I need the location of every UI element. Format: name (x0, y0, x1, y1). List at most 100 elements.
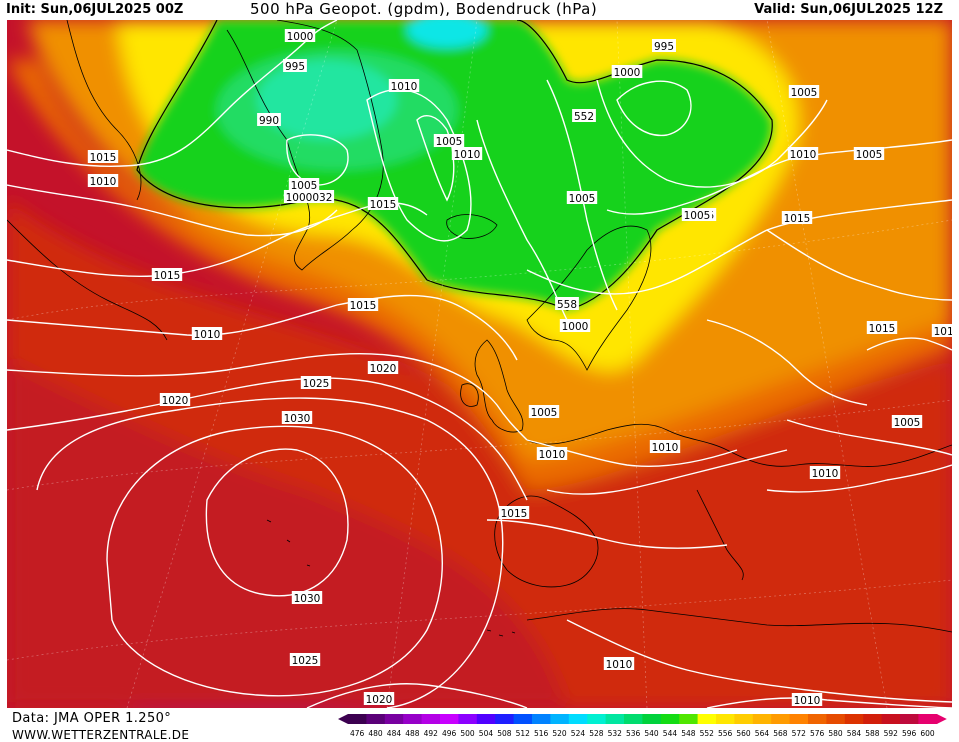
isobar-label-box (891, 415, 923, 428)
isobar-label-text: 1005 (531, 407, 558, 419)
scale-label: 512 (516, 729, 531, 738)
isobar-label: 1015 (866, 321, 898, 335)
scale-label: 580 (828, 729, 843, 738)
scale-label: 596 (902, 729, 917, 738)
scale-swatch (495, 714, 515, 724)
scale-label: 500 (460, 729, 475, 738)
scale-label: 524 (571, 729, 586, 738)
isobar-label: 1020 (367, 361, 399, 375)
isobar-label-box (367, 361, 399, 374)
isobar-label-text: 1020 (370, 363, 397, 375)
scale-swatch (771, 714, 791, 724)
isobar-label: 1010 (451, 147, 483, 161)
isobar-label-box (87, 174, 119, 187)
isobar-label-box (367, 197, 399, 210)
isobar-label-box (787, 147, 819, 160)
isobar-label-text: 1010 (454, 149, 481, 161)
scale-label: 488 (405, 729, 420, 738)
isobar-label-box (611, 65, 643, 78)
scale-swatch (587, 714, 607, 724)
scale-label: 536 (626, 729, 641, 738)
isobar-label-box (347, 298, 379, 311)
isobar-label-text: 1010 (90, 176, 117, 188)
scale-swatch (697, 714, 717, 724)
isobar-label-text: 1005 (569, 193, 596, 205)
isobar-label-box (283, 59, 307, 72)
scale-swatch (808, 714, 827, 724)
isobar-label: 1005 (681, 208, 713, 222)
isobar-label-text: 1005 (436, 136, 463, 148)
isobar-label-box (853, 147, 885, 160)
color-scale-bar: 476 480 484 488 492 496 500 504 508 512 516 520 524 5… (338, 714, 947, 738)
isobar-label-text: 1010 (194, 329, 221, 341)
isobar-label-text: 1010 (606, 659, 633, 671)
weather-map-canvas: 1000995100099599010101005100510105521000… (7, 20, 952, 708)
scale-label: 552 (700, 729, 715, 738)
scale-label: 480 (368, 729, 383, 738)
isobar-label-text: 1025 (292, 655, 319, 667)
isobar-label-text: 1015 (154, 270, 181, 282)
isobar-label-box (528, 405, 560, 418)
scale-label: 568 (773, 729, 788, 738)
isobar-label: 1000032 (283, 190, 335, 204)
isobar-label-text: 1025 (303, 378, 330, 390)
scale-swatch (440, 714, 459, 724)
isobar-label: 1010 (603, 657, 635, 671)
scale-labels: 476 480 484 488 492 496 500 504 508 512 516 520 524 5… (350, 729, 935, 738)
isobar-label-text: 1000 (287, 31, 314, 43)
scale-swatch (421, 714, 441, 724)
scale-label: 556 (718, 729, 733, 738)
scale-label: 564 (755, 729, 770, 738)
isobar-label-text: 990 (259, 115, 279, 127)
map-header: Init: Sun,06JUL2025 00Z 500 hPa Geopot. … (0, 0, 959, 20)
isobar-label-box (284, 29, 316, 42)
scale-label: 476 (350, 729, 365, 738)
scale-label: 560 (736, 729, 751, 738)
isobar-label-text: 1005 (791, 87, 818, 99)
isobar-label: 1010 (87, 174, 119, 188)
isobar-label-box (555, 297, 579, 310)
isobar-labels: 1000995100099599010101005100510105521000… (87, 29, 952, 707)
isobars (7, 20, 952, 708)
scale-swatch (752, 714, 772, 724)
isobar-label-text: 995 (285, 61, 305, 73)
isobar-label: 990 (257, 113, 281, 127)
isobar-label-text: 1010 (790, 149, 817, 161)
isobar-label: 1005 (288, 178, 320, 192)
isobar-label: 1015 (87, 150, 119, 164)
scale-label: 588 (865, 729, 880, 738)
isobar-label-text: 1030 (294, 593, 321, 605)
scale-label: 528 (589, 729, 604, 738)
isobar-label-text: 1010 (539, 449, 566, 461)
isobar-label: 1010 (787, 147, 819, 161)
isobar-label-text: 1000 (614, 67, 641, 79)
isobar-label: 1000 (611, 65, 643, 79)
scale-label: 548 (681, 729, 696, 738)
isobar-label: 1005 (853, 147, 885, 161)
scale-label: 504 (479, 729, 494, 738)
isobar-label: 1005 (566, 191, 598, 205)
isobar-label-box (87, 150, 119, 163)
scale-swatch (679, 714, 699, 724)
isobar-label-box (433, 134, 465, 147)
valid-time: Valid: Sun,06JUL2025 12Z (754, 2, 943, 17)
isobar-label: 1025 (300, 376, 332, 390)
isobar-label-box (931, 324, 952, 337)
isobar-label: 1000 (559, 319, 591, 333)
isobar-label-box (498, 506, 530, 519)
scale-swatch (348, 714, 367, 724)
isobar-label: 552 (572, 109, 596, 123)
isobar-label-text: 1015 (784, 213, 811, 225)
scale-swatch (900, 714, 919, 724)
isobar-label-text: 1030 (284, 413, 311, 425)
scale-swatch (716, 714, 735, 724)
isobar-label-text: 1000032 (286, 192, 333, 204)
scale-label: 492 (424, 729, 439, 738)
scale-swatch (660, 714, 680, 724)
isobar-label: 1005 (788, 85, 820, 99)
map-title: 500 hPa Geopot. (gpdm), Bodendruck (hPa) (250, 0, 598, 18)
website-credit: WWW.WETTERZENTRALE.DE (12, 728, 190, 742)
init-time: Init: Sun,06JUL2025 00Z (6, 2, 184, 17)
isobar-label-text: 1010 (934, 326, 952, 338)
scale-swatch (476, 714, 496, 724)
